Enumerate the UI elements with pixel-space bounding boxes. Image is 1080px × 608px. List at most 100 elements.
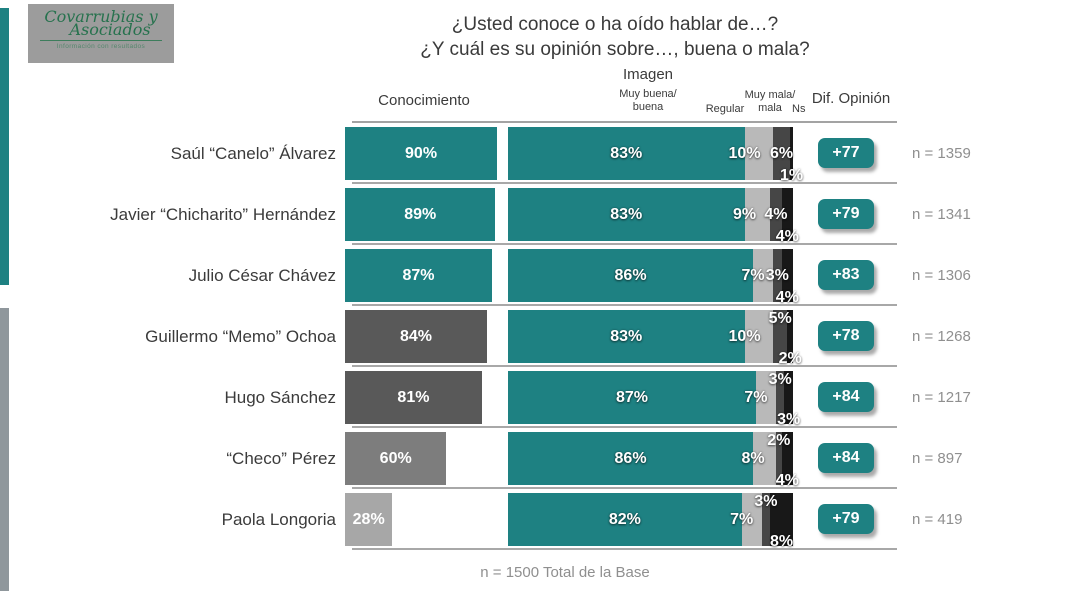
dif-opinion-badge: +84 <box>818 443 874 473</box>
logo-divider <box>40 40 162 41</box>
label-muy-buena: 83% <box>610 205 643 223</box>
segment-regular <box>755 371 776 424</box>
rows: Saúl “Canelo” Álvarez 90% 83% 10% 6% 1% +77 n =… <box>0 123 1080 550</box>
chart-row: Hugo Sánchez 81% 87% 7% 3% 3% +84 n = 1217 <box>0 367 1080 428</box>
label-ns: 4% <box>775 472 799 489</box>
chart-row: Javier “Chicharito” Hernández 89% 83% 9% 4% 4… <box>0 184 1080 245</box>
title-line2: ¿Y cuál es su opinión sobre…, buena o ma… <box>420 39 810 60</box>
label-muy-mala: 3% <box>765 266 789 284</box>
logo-line2: Asociados <box>69 20 151 39</box>
muy-buena-line1: Muy buena/ <box>619 88 677 100</box>
segment-ns <box>781 188 793 241</box>
conocimiento-bar: 90% <box>345 127 498 180</box>
segment-muy-buena <box>508 493 742 546</box>
label-regular: 9% <box>732 205 757 223</box>
label-muy-mala: 3% <box>754 493 778 510</box>
label-ns: 8% <box>770 533 794 550</box>
muy-mala-line1: Muy mala/ <box>744 89 796 101</box>
sample-size-label: n = 1268 <box>912 328 971 345</box>
logo-tagline: Información con resultados <box>56 43 146 50</box>
segment-ns <box>787 310 793 363</box>
segment-regular <box>744 127 774 180</box>
segment-ns <box>770 493 793 546</box>
left-accent-strip-gray <box>0 308 9 591</box>
row-separator <box>352 487 897 489</box>
column-header-regular: Regular <box>705 103 745 115</box>
dif-opinion-badge: +84 <box>818 382 874 412</box>
header-underline <box>352 121 897 123</box>
company-logo: Covarrubias y Asociados Información con … <box>28 4 174 63</box>
row-label: Guillermo “Memo” Ochoa <box>145 326 336 346</box>
label-regular: 7% <box>744 388 768 406</box>
segment-muy-buena <box>508 371 756 424</box>
muy-mala-line2: mala <box>758 102 782 114</box>
label-muy-buena: 83% <box>610 327 643 345</box>
segment-muy-buena <box>508 188 745 241</box>
sample-size-label: n = 1359 <box>912 145 971 162</box>
row-label: Julio César Chávez <box>188 265 336 285</box>
dif-opinion-badge: +78 <box>818 321 874 351</box>
conocimiento-bar: 81% <box>345 371 482 424</box>
column-header-ns: Ns <box>792 103 806 115</box>
row-label: “Checo” Pérez <box>226 448 336 468</box>
segment-muy-buena <box>508 127 745 180</box>
conocimiento-bar: 87% <box>345 249 493 302</box>
sample-size-label: n = 419 <box>912 511 963 528</box>
column-header-dif-opinion: Dif. Opinión <box>811 90 891 107</box>
imagen-stacked-bar: 83% 9% 4% 4% <box>508 188 799 245</box>
label-regular: 10% <box>728 327 761 345</box>
label-ns: 3% <box>777 411 801 428</box>
title-line1: ¿Usted conoce o ha oído hablar de…? <box>451 14 779 35</box>
sample-size-label: n = 897 <box>912 450 963 467</box>
imagen-stacked-bar: 83% 10% 5% 2% <box>508 310 802 367</box>
row-label: Javier “Chicharito” Hernández <box>110 204 336 224</box>
label-muy-buena: 87% <box>615 388 648 406</box>
row-separator <box>352 426 897 428</box>
column-header-conocimiento: Conocimiento <box>378 92 470 109</box>
segment-muy-mala <box>773 249 782 302</box>
chart-row: Guillermo “Memo” Ochoa 84% 83% 10% 5% 2% +78 n … <box>0 306 1080 367</box>
conocimiento-bar: 84% <box>345 310 487 363</box>
base-note: n = 1500 Total de la Base <box>480 564 650 581</box>
imagen-stacked-bar: 83% 10% 6% 1% <box>508 127 803 184</box>
chart-row: Paola Longoria 28% 82% 7% 3% 8% +79 n = 419 <box>0 489 1080 550</box>
sample-size-label: n = 1306 <box>912 267 971 284</box>
segment-muy-buena <box>508 310 745 363</box>
row-separator <box>352 304 897 306</box>
dif-opinion-badge: +79 <box>818 199 874 229</box>
label-muy-mala: 2% <box>767 432 791 449</box>
label-ns: 2% <box>778 350 802 367</box>
label-muy-buena: 86% <box>614 266 647 284</box>
dif-opinion-badge: +83 <box>818 260 874 290</box>
label-ns: 4% <box>775 289 799 306</box>
segment-ns <box>781 249 793 302</box>
imagen-stacked-bar: 82% 7% 3% 8% <box>508 493 793 550</box>
label-muy-mala: 5% <box>768 310 792 327</box>
label-regular: 7% <box>741 266 765 284</box>
imagen-stacked-bar: 87% 7% 3% 3% <box>508 371 800 428</box>
chart-row: Julio César Chávez 87% 86% 7% 3% 4% +83 n = 130… <box>0 245 1080 306</box>
segment-muy-mala <box>770 188 782 241</box>
sample-size-label: n = 1341 <box>912 206 971 223</box>
segment-muy-buena <box>508 249 754 302</box>
segment-muy-mala <box>775 371 785 424</box>
segment-regular <box>744 310 774 363</box>
muy-buena-line2: buena <box>632 101 664 113</box>
dif-opinion-badge: +77 <box>818 138 874 168</box>
row-separator <box>352 182 897 184</box>
label-muy-buena: 83% <box>610 144 643 162</box>
imagen-stacked-bar: 86% 7% 3% 4% <box>508 249 799 306</box>
segment-muy-mala <box>775 432 782 485</box>
row-separator <box>352 548 897 550</box>
label-ns: 4% <box>775 228 799 245</box>
label-regular: 7% <box>730 510 754 528</box>
label-muy-buena: 86% <box>614 449 647 467</box>
segment-muy-mala <box>773 127 791 180</box>
dif-opinion-badge: +79 <box>818 504 874 534</box>
row-label: Hugo Sánchez <box>224 387 336 407</box>
segment-muy-mala <box>773 310 788 363</box>
segment-regular <box>753 432 776 485</box>
row-separator <box>352 365 897 367</box>
row-label: Saúl “Canelo” Álvarez <box>170 143 336 163</box>
